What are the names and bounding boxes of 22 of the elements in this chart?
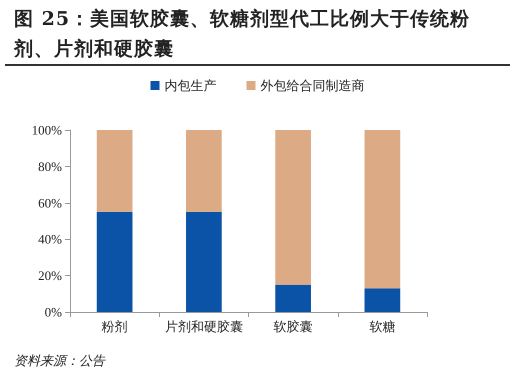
- y-tick-label: 60%: [38, 195, 62, 210]
- x-tick-label: 片剂和硬胶囊: [164, 319, 243, 334]
- bar: [96, 212, 132, 312]
- y-tick-label: 100%: [32, 122, 62, 138]
- y-tick-label: 0%: [44, 304, 62, 320]
- bar: [186, 130, 222, 212]
- bar: [364, 130, 400, 288]
- legend-label: 外包给合同制造商: [260, 78, 364, 93]
- bar: [186, 212, 222, 312]
- y-tick-label: 40%: [38, 232, 62, 247]
- legend-label: 内包生产: [164, 78, 216, 93]
- bar: [96, 130, 132, 212]
- bar: [364, 288, 400, 312]
- x-tick-label: 软胶囊: [274, 319, 313, 334]
- bar: [275, 130, 311, 285]
- text: 资料来源：公告: [14, 353, 105, 370]
- bar: [275, 284, 311, 312]
- x-tick-label: 粉剂: [102, 319, 128, 334]
- y-tick-label: 20%: [38, 268, 62, 284]
- y-tick-label: 80%: [38, 158, 62, 174]
- chart-title: 图 25：美国软胶囊、软糖剂型代工比例大于传统粉剂、片剂和硬胶囊: [14, 7, 472, 62]
- x-tick-label: 软糖: [369, 319, 396, 334]
